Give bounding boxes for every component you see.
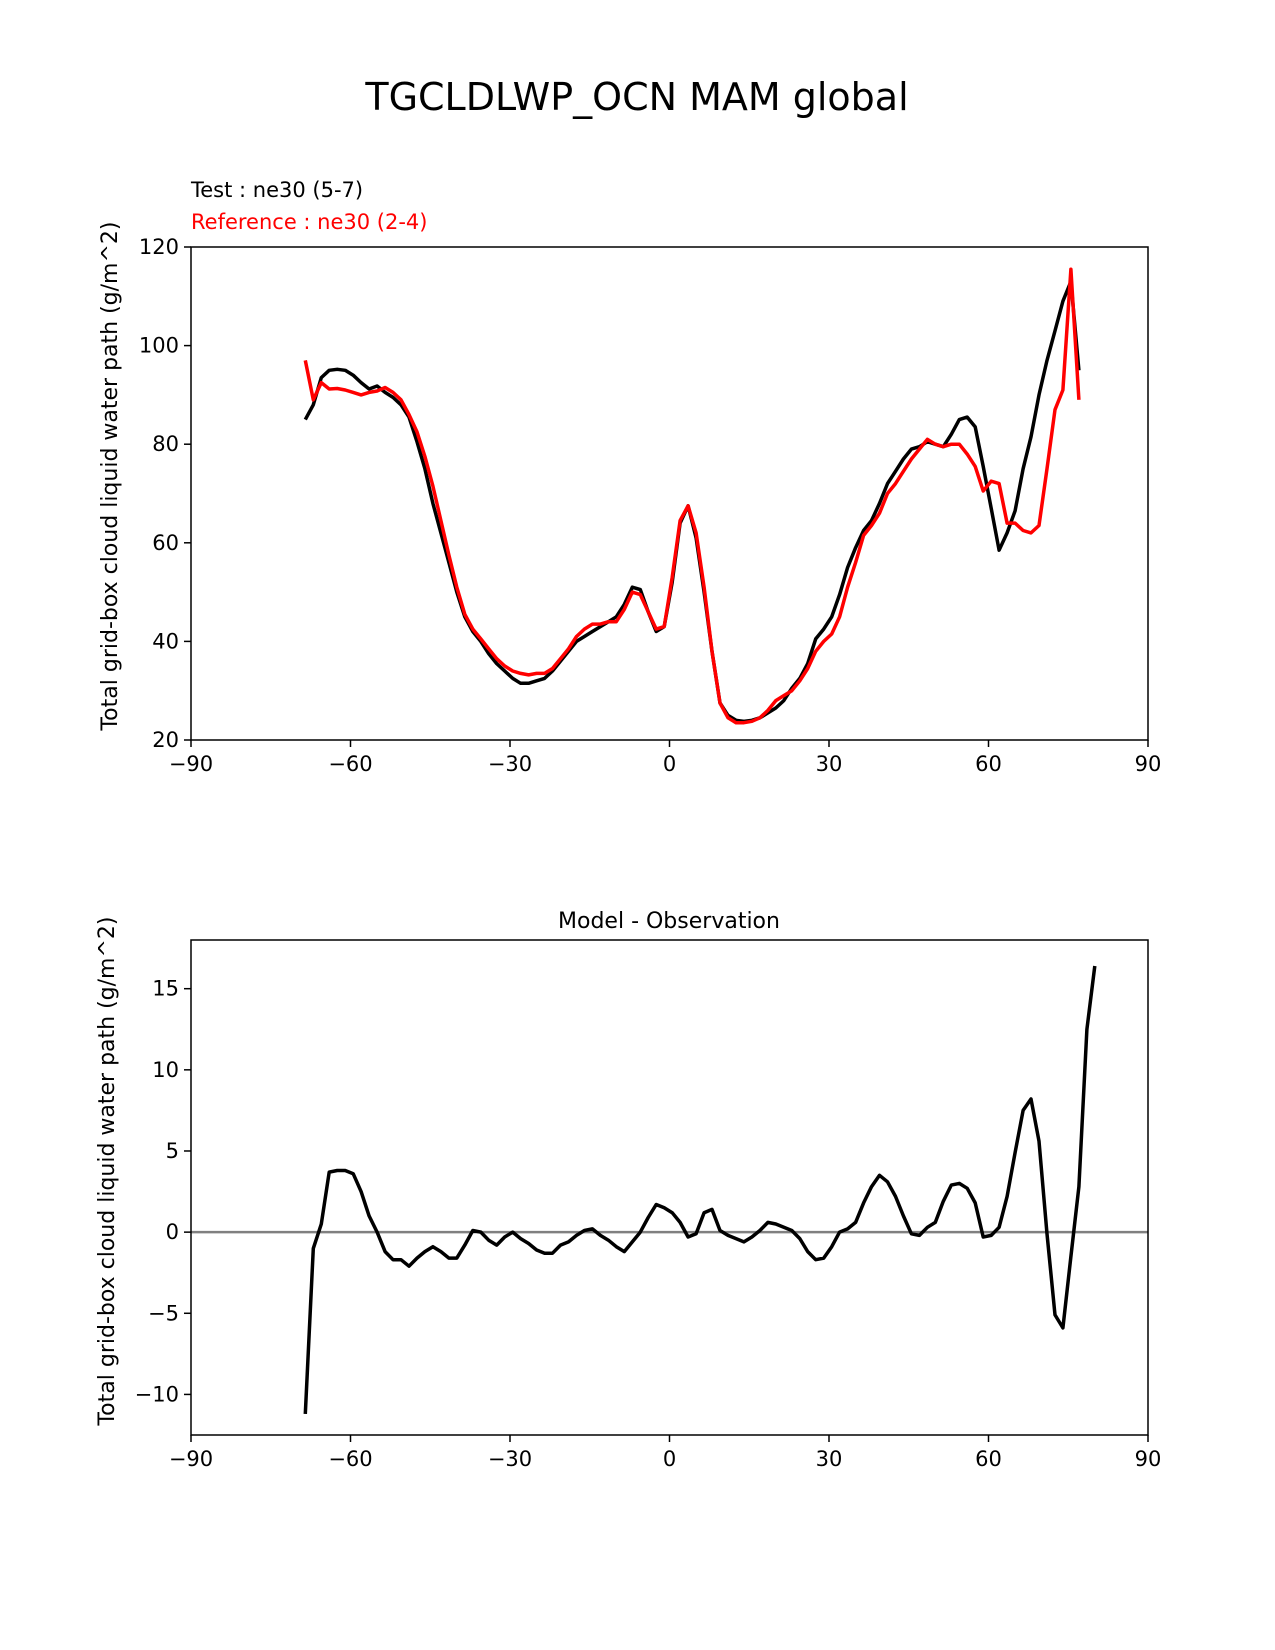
bottom-y-tick-label: 5 — [166, 1139, 179, 1163]
top-x-tick-label: 90 — [1135, 752, 1162, 776]
top-y-tick-label: 100 — [139, 334, 179, 358]
top-y-axis-label: Total grid-box cloud liquid water path (… — [98, 221, 123, 731]
bottom-x-tick-label: −90 — [169, 1447, 213, 1471]
bottom-x-tick-label: −60 — [328, 1447, 372, 1471]
figure-title: TGCLDLWP_OCN MAM global — [364, 75, 908, 119]
bottom-x-tick-label: 0 — [663, 1447, 676, 1471]
top-y-tick-label: 40 — [152, 629, 179, 653]
top-axes-frame — [190, 246, 1149, 741]
top-x-tick-label: 30 — [816, 752, 843, 776]
bottom-y-tick-label: 0 — [166, 1220, 179, 1244]
top-x-tick-label: −30 — [488, 752, 532, 776]
bottom-y-tick-label: 10 — [152, 1058, 179, 1082]
bottom-axes-frame — [190, 939, 1149, 1436]
top-x-tick-label: −90 — [169, 752, 213, 776]
top-x-tick-label: 0 — [663, 752, 676, 776]
legend-reference-label: Reference : ne30 (2-4) — [191, 210, 428, 234]
legend-test-label: Test : ne30 (5-7) — [190, 178, 363, 202]
top-x-tick-label: 60 — [975, 752, 1002, 776]
top-y-tick-label: 20 — [152, 728, 179, 752]
top-y-tick-label: 60 — [152, 531, 179, 555]
top-panel: Test : ne30 (5-7) Reference : ne30 (2-4)… — [98, 178, 1161, 776]
bottom-x-tick-label: 90 — [1135, 1447, 1162, 1471]
bottom-y-tick-label: 15 — [152, 977, 179, 1001]
top-y-tick-label: 120 — [139, 235, 179, 259]
bottom-x-tick-label: 30 — [816, 1447, 843, 1471]
top-y-tick-label: 80 — [152, 432, 179, 456]
bottom-x-tick-label: 60 — [975, 1447, 1002, 1471]
bottom-panel: Model - Observation Total grid-box cloud… — [95, 909, 1161, 1471]
top-series-line-0 — [303, 279, 1081, 724]
bottom-y-tick-label: −5 — [148, 1301, 179, 1325]
top-series-line-1 — [303, 267, 1081, 725]
bottom-y-tick-label: −10 — [135, 1382, 179, 1406]
bottom-panel-title: Model - Observation — [558, 909, 780, 934]
bottom-y-axis-label: Total grid-box cloud liquid water path (… — [95, 916, 120, 1426]
bottom-x-tick-label: −30 — [488, 1447, 532, 1471]
top-x-tick-label: −60 — [328, 752, 372, 776]
bottom-series-line-0 — [303, 965, 1097, 1414]
